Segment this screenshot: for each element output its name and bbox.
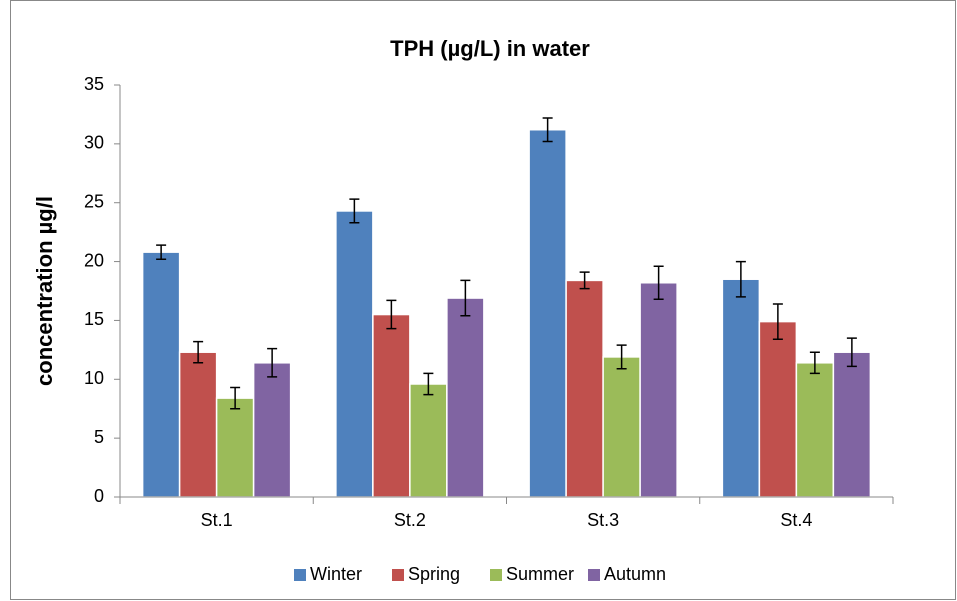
- bar: [215, 397, 255, 498]
- legend-label: Summer: [506, 564, 574, 584]
- error-bar: [616, 344, 627, 370]
- bar: [252, 362, 292, 498]
- y-tick-label: 15: [84, 309, 104, 329]
- error-bar: [809, 351, 820, 375]
- legend-label: Winter: [310, 564, 362, 584]
- bar: [758, 320, 798, 498]
- error-bar: [542, 117, 553, 143]
- y-tick-label: 10: [84, 368, 104, 388]
- error-bar: [579, 271, 590, 290]
- error-bar: [423, 372, 434, 396]
- error-bar: [156, 244, 167, 260]
- error-bar: [230, 386, 241, 410]
- x-tick-label: St.1: [201, 510, 233, 530]
- y-tick-label: 5: [94, 427, 104, 447]
- y-tick-label: 30: [84, 133, 104, 153]
- error-bar: [460, 279, 471, 317]
- bar: [335, 210, 374, 498]
- bar: [795, 362, 835, 498]
- legend-swatch: [588, 569, 600, 581]
- bar: [372, 313, 411, 498]
- y-tick-label: 20: [84, 250, 104, 270]
- error-bar: [193, 340, 204, 364]
- bar: [141, 251, 181, 498]
- x-tick-label: St.3: [587, 510, 619, 530]
- legend-label: Autumn: [604, 564, 666, 584]
- error-bar: [846, 337, 857, 368]
- error-bar: [772, 303, 783, 341]
- bar: [409, 383, 448, 498]
- x-tick-label: St.2: [394, 510, 426, 530]
- error-bar: [653, 265, 664, 300]
- y-axis-label: concentration µg/l: [32, 196, 57, 386]
- legend-swatch: [294, 569, 306, 581]
- bar: [639, 282, 678, 498]
- chart-title: TPH (µg/L) in water: [390, 36, 590, 61]
- y-tick-label: 0: [94, 486, 104, 506]
- bar: [602, 356, 641, 498]
- error-bar: [735, 260, 746, 298]
- y-tick-label: 35: [84, 74, 104, 94]
- y-tick-label: 25: [84, 191, 104, 211]
- bar: [528, 128, 567, 498]
- legend-swatch: [392, 569, 404, 581]
- bar: [832, 351, 872, 498]
- legend-swatch: [490, 569, 502, 581]
- bar: [178, 351, 218, 498]
- error-bar: [267, 347, 278, 378]
- x-tick-label: St.4: [780, 510, 812, 530]
- legend-label: Spring: [408, 564, 460, 584]
- error-bar: [349, 198, 360, 224]
- bar: [565, 279, 604, 498]
- bar: [721, 278, 761, 498]
- bar: [446, 297, 485, 498]
- error-bar: [386, 299, 397, 330]
